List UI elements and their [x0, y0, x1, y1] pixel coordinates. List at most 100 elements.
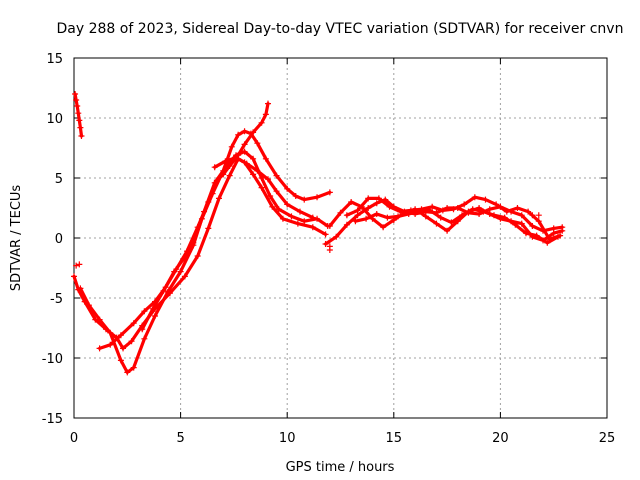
series-arc-2 [71, 155, 329, 352]
data-point [395, 213, 402, 220]
data-point [74, 103, 81, 109]
grid [74, 58, 607, 418]
data-point [471, 194, 478, 201]
data-point [262, 155, 269, 162]
data-point [448, 219, 455, 226]
data-point [322, 231, 329, 238]
data-point [164, 289, 171, 295]
data-point [124, 369, 131, 376]
data-point [437, 214, 444, 221]
data-point [284, 201, 291, 208]
data-point [205, 225, 212, 232]
data-point [525, 208, 532, 215]
data-point [482, 196, 489, 203]
data-point [427, 207, 434, 214]
plot-area [71, 91, 566, 376]
data-point [533, 232, 540, 239]
x-tick-labels: 0 5 10 15 20 25 [70, 431, 615, 446]
series-arc-10 [352, 206, 561, 246]
data-point [343, 212, 350, 219]
data-point [107, 329, 114, 336]
data-point [439, 207, 446, 214]
data-point [235, 131, 242, 138]
data-point [181, 273, 188, 280]
data-point [198, 215, 205, 222]
data-point [72, 91, 79, 97]
data-point [493, 201, 500, 208]
data-point [130, 364, 137, 371]
data-point [491, 212, 498, 219]
data-point [141, 308, 148, 315]
data-point [296, 208, 303, 215]
data-point [279, 215, 286, 222]
x-tick-label: 0 [70, 431, 78, 446]
data-point [233, 154, 240, 161]
data-point [226, 172, 233, 179]
y-tick-label: 15 [46, 52, 63, 67]
data-point [262, 111, 269, 118]
data-point [265, 176, 272, 183]
data-point [75, 110, 82, 117]
data-point [337, 209, 344, 216]
y-tick-label: -5 [50, 292, 63, 307]
data-point [514, 205, 521, 211]
data-point [314, 194, 321, 201]
data-point [422, 213, 429, 220]
data-point [243, 160, 250, 167]
outlier-point [326, 247, 333, 253]
data-point [152, 313, 159, 319]
data-point [433, 220, 440, 227]
data-point [363, 215, 370, 222]
data-point [373, 200, 380, 207]
data-point [365, 195, 372, 202]
data-point [171, 268, 178, 275]
data-point [139, 326, 146, 333]
data-point [522, 230, 529, 237]
data-point [258, 184, 265, 191]
data-point [405, 211, 412, 217]
data-point [343, 221, 350, 228]
data-point [128, 338, 135, 345]
chart-title: Day 288 of 2023, Sidereal Day-to-day VTE… [57, 21, 624, 37]
data-point [241, 128, 248, 135]
data-point [258, 119, 265, 126]
x-tick-label: 5 [176, 431, 184, 446]
data-point [518, 220, 525, 227]
data-point [373, 211, 380, 217]
data-point [450, 206, 457, 213]
data-point [397, 208, 404, 215]
data-point [267, 193, 274, 199]
data-point [480, 208, 487, 215]
outlier-point [76, 261, 83, 268]
data-point [544, 239, 551, 246]
data-point [190, 239, 197, 246]
data-point [247, 130, 254, 137]
data-point [501, 214, 508, 221]
data-point [326, 223, 333, 229]
series-arc-5 [139, 128, 333, 333]
y-tick-label: -10 [42, 352, 63, 367]
data-point [288, 213, 295, 220]
outlier-point [73, 262, 80, 269]
data-point [535, 218, 542, 225]
data-point [348, 199, 355, 205]
data-point [96, 345, 103, 352]
y-tick-label: 10 [46, 112, 63, 127]
data-point [120, 345, 127, 352]
data-point [85, 302, 92, 309]
y-axis-label: SDTVAR / TECUs [9, 185, 24, 292]
series-outliers [73, 212, 542, 269]
data-point [309, 224, 316, 231]
data-point [461, 201, 468, 208]
y-tick-label: -15 [42, 412, 63, 427]
data-point [117, 357, 124, 364]
data-point [177, 268, 184, 275]
data-point [554, 233, 561, 240]
data-point [226, 163, 233, 169]
data-point [78, 133, 85, 139]
data-point [314, 215, 321, 222]
series-trace [97, 101, 270, 350]
data-point [222, 158, 229, 165]
series-arc-6 [211, 154, 316, 221]
